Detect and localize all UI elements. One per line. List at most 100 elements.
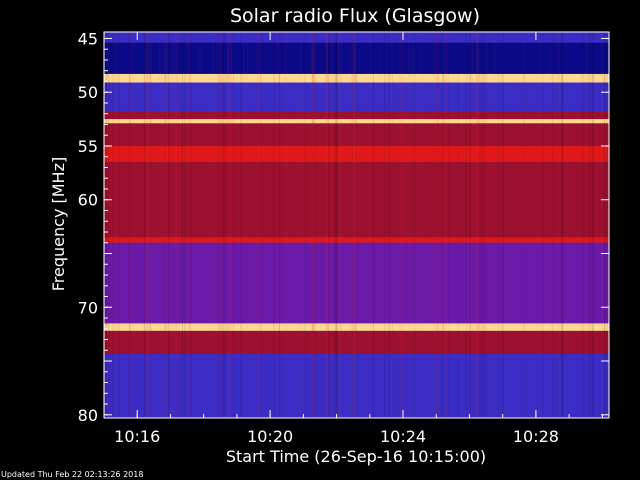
texture-line [225,32,227,418]
texture-line [443,32,445,418]
texture-line [270,32,272,418]
texture-line [171,32,173,418]
texture-line [189,32,191,418]
texture-line [223,32,225,418]
texture-line [606,32,608,418]
chart-title: Solar radio Flux (Glasgow) [230,5,480,27]
band-6 [104,123,609,146]
texture-line [388,32,390,418]
texture-line [260,32,261,418]
texture-line [384,32,386,418]
texture-line [145,32,147,418]
texture-line [145,32,147,418]
texture-line [419,32,421,418]
texture-line [149,32,151,418]
texture-line [588,32,590,418]
texture-line [313,32,315,418]
texture-line [433,32,435,418]
texture-line [105,32,107,418]
texture-line [436,32,437,418]
texture-line [402,32,404,418]
texture-line [591,32,593,418]
texture-line [552,32,554,418]
texture-line [212,32,214,418]
texture-line [335,32,337,418]
plot-area [104,32,609,418]
texture-line [540,32,542,418]
texture-line [233,32,234,418]
texture-line [523,32,525,418]
texture-line [448,32,450,418]
texture-line [107,32,109,418]
y-tick-label: 55 [78,137,98,156]
plot-frame [103,31,610,419]
band-1 [104,42,609,74]
texture-line [168,32,170,418]
band-9 [104,237,609,243]
texture-line [601,32,603,418]
texture-line [160,32,162,418]
band-8 [104,162,609,238]
texture-line [148,32,150,418]
texture-line [481,32,483,418]
updated-footer: Updated Thu Feb 22 02:13:26 2018 [1,470,143,479]
band-4 [104,111,609,120]
texture-line [457,32,459,418]
texture-line [355,32,356,418]
texture-line [146,32,148,418]
texture-line [550,32,552,418]
band-10 [104,242,609,324]
y-tick-label: 45 [78,29,98,48]
y-tick-label: 70 [78,298,98,317]
texture-line [304,32,306,418]
texture-line [337,32,339,418]
texture-line [221,32,223,418]
x-tick-label: 10:20 [247,427,293,446]
texture-line [501,32,503,418]
texture-line [166,32,168,418]
texture-line [150,32,152,418]
texture-line [399,32,401,418]
texture-line [350,32,352,418]
texture-line [589,32,591,418]
texture-line [497,32,499,418]
texture-line [331,32,333,418]
texture-line [380,32,382,418]
x-tick-label: 10:28 [513,427,559,446]
texture-line [466,32,468,418]
band-3 [104,82,609,112]
x-tick-label: 10:16 [114,427,160,446]
texture-line [470,32,472,418]
texture-line [354,32,356,418]
texture-line [370,32,372,418]
texture-line [422,32,424,418]
texture-line [175,32,177,418]
texture-line [483,32,485,418]
texture-line [230,32,232,418]
texture-line [408,32,410,418]
texture-line [486,32,488,418]
texture-line [354,32,356,418]
texture-line [326,32,327,418]
texture-line [144,32,146,418]
texture-line [391,32,393,418]
texture-line [331,32,333,418]
texture-line [391,32,393,418]
texture-line [387,32,388,418]
texture-line [581,32,583,418]
texture-line [311,32,313,418]
texture-line [149,32,151,418]
texture-line [312,32,314,418]
texture-line [273,32,275,418]
texture-line [173,32,174,418]
texture-line [593,32,594,418]
texture-line [243,32,245,418]
texture-line [586,32,588,418]
y-tick-label: 80 [78,406,98,425]
texture-line [604,32,606,418]
texture-line [313,32,315,418]
texture-line [326,32,328,418]
texture-line [336,32,338,418]
texture-line [561,32,563,418]
